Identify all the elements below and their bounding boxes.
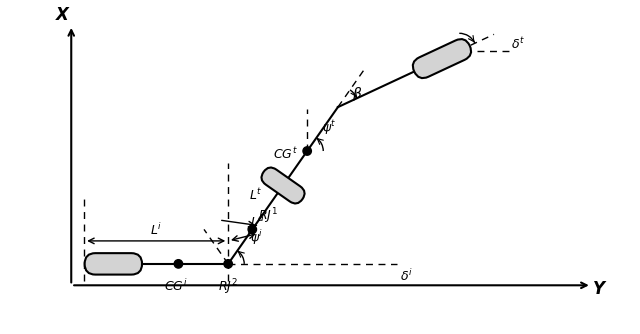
Text: $L^d$: $L^d$ bbox=[250, 214, 265, 230]
Text: $CG^t$: $CG^t$ bbox=[273, 146, 298, 162]
Text: $\psi^t$: $\psi^t$ bbox=[323, 119, 337, 137]
Text: $\beta$: $\beta$ bbox=[352, 85, 362, 103]
Text: $\delta^t$: $\delta^t$ bbox=[511, 37, 525, 52]
Circle shape bbox=[303, 147, 312, 155]
Circle shape bbox=[224, 260, 232, 268]
Circle shape bbox=[174, 260, 182, 268]
Text: $RJ^2$: $RJ^2$ bbox=[218, 278, 238, 297]
Text: Y: Y bbox=[593, 280, 605, 298]
FancyBboxPatch shape bbox=[261, 167, 305, 203]
Text: $\delta^i$: $\delta^i$ bbox=[401, 268, 413, 284]
Text: X: X bbox=[56, 6, 68, 23]
Circle shape bbox=[248, 225, 257, 233]
Text: $CG^i$: $CG^i$ bbox=[163, 278, 187, 294]
Text: $L^i$: $L^i$ bbox=[150, 222, 163, 238]
Text: $RJ^1$: $RJ^1$ bbox=[259, 207, 278, 226]
FancyBboxPatch shape bbox=[84, 253, 142, 275]
FancyBboxPatch shape bbox=[413, 39, 471, 78]
Text: $\psi^i$: $\psi^i$ bbox=[250, 228, 263, 247]
Text: $L^t$: $L^t$ bbox=[250, 187, 263, 203]
